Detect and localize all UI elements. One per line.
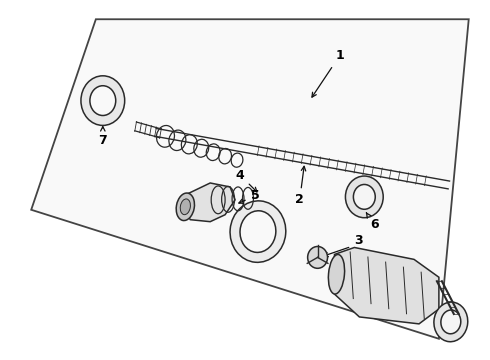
Text: 2: 2 <box>295 166 306 206</box>
Polygon shape <box>335 247 439 324</box>
Text: 7: 7 <box>98 127 107 147</box>
Ellipse shape <box>240 211 276 252</box>
Ellipse shape <box>434 302 468 342</box>
Ellipse shape <box>345 176 383 218</box>
Polygon shape <box>31 19 469 339</box>
Polygon shape <box>180 183 235 222</box>
Ellipse shape <box>441 310 461 334</box>
Ellipse shape <box>180 199 191 215</box>
Text: 5: 5 <box>239 189 259 203</box>
Text: 4: 4 <box>236 168 257 192</box>
Ellipse shape <box>176 193 195 221</box>
Ellipse shape <box>308 247 327 268</box>
Text: 3: 3 <box>354 234 363 247</box>
Ellipse shape <box>230 201 286 262</box>
Ellipse shape <box>90 86 116 116</box>
Text: 6: 6 <box>367 213 379 231</box>
Ellipse shape <box>353 184 375 209</box>
Ellipse shape <box>328 255 344 294</box>
Text: 1: 1 <box>312 49 344 97</box>
Ellipse shape <box>81 76 124 125</box>
